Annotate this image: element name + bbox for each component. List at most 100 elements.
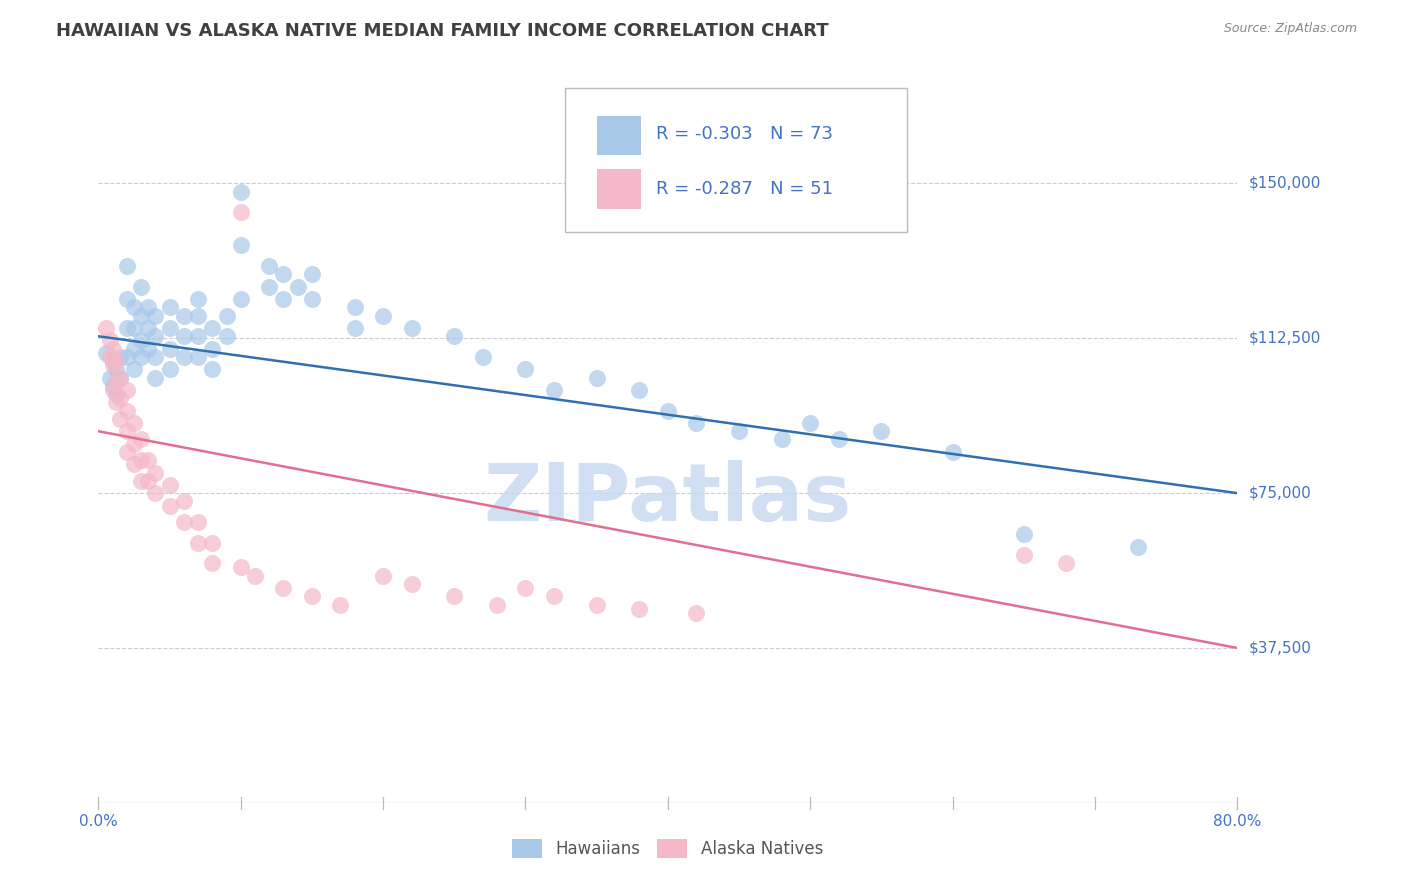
Point xyxy=(201,535,224,549)
FancyBboxPatch shape xyxy=(565,87,907,232)
Point xyxy=(287,279,309,293)
Text: R = -0.287   N = 51: R = -0.287 N = 51 xyxy=(657,180,834,198)
Point xyxy=(159,301,181,315)
Text: $112,500: $112,500 xyxy=(1249,331,1322,346)
Point xyxy=(401,577,423,591)
Point xyxy=(104,362,127,376)
Point xyxy=(373,309,395,323)
Bar xyxy=(598,169,641,209)
Point xyxy=(187,535,209,549)
Point xyxy=(685,416,707,430)
Point xyxy=(129,453,152,467)
Point xyxy=(628,601,651,615)
Point xyxy=(108,370,131,384)
Point xyxy=(136,342,159,356)
Point xyxy=(145,486,167,500)
Point xyxy=(104,395,127,409)
Point xyxy=(443,329,465,343)
Point xyxy=(159,478,181,492)
Point xyxy=(115,321,138,335)
Text: $150,000: $150,000 xyxy=(1249,176,1322,191)
Point xyxy=(301,268,323,282)
Point xyxy=(229,560,252,574)
Point xyxy=(129,350,152,364)
Point xyxy=(273,292,295,306)
Point xyxy=(870,424,893,438)
Point xyxy=(259,259,281,273)
Text: $75,000: $75,000 xyxy=(1249,485,1312,500)
Text: Source: ZipAtlas.com: Source: ZipAtlas.com xyxy=(1223,22,1357,36)
Point xyxy=(173,329,195,343)
Point xyxy=(98,334,121,348)
Point xyxy=(108,412,131,426)
Point xyxy=(122,416,145,430)
Point xyxy=(173,515,195,529)
Point xyxy=(187,292,209,306)
Point xyxy=(1012,548,1035,562)
Point xyxy=(229,238,252,252)
Point xyxy=(201,321,224,335)
Point xyxy=(122,342,145,356)
Point xyxy=(136,474,159,488)
Point xyxy=(108,391,131,405)
Point xyxy=(122,321,145,335)
Point xyxy=(187,515,209,529)
Point xyxy=(343,301,366,315)
Point xyxy=(115,350,138,364)
Point xyxy=(770,433,793,447)
Point xyxy=(543,383,565,397)
Point xyxy=(104,354,127,368)
Point xyxy=(1012,527,1035,541)
Point xyxy=(101,383,124,397)
Point xyxy=(136,301,159,315)
Point xyxy=(329,598,352,612)
Point xyxy=(104,387,127,401)
Point xyxy=(173,494,195,508)
Point xyxy=(187,350,209,364)
Text: HAWAIIAN VS ALASKA NATIVE MEDIAN FAMILY INCOME CORRELATION CHART: HAWAIIAN VS ALASKA NATIVE MEDIAN FAMILY … xyxy=(56,22,830,40)
Point xyxy=(145,309,167,323)
Point xyxy=(486,598,509,612)
Point xyxy=(145,466,167,480)
Point xyxy=(229,185,252,199)
Point xyxy=(187,309,209,323)
Point xyxy=(301,590,323,604)
Point xyxy=(515,581,537,595)
Point xyxy=(94,345,117,359)
Point xyxy=(471,350,494,364)
Point xyxy=(115,403,138,417)
Point xyxy=(145,350,167,364)
Point xyxy=(201,557,224,571)
Point xyxy=(136,321,159,335)
Point xyxy=(129,309,152,323)
Bar xyxy=(598,116,641,155)
Point xyxy=(101,358,124,372)
Point xyxy=(98,350,121,364)
Point xyxy=(129,474,152,488)
Point xyxy=(122,301,145,315)
Point xyxy=(101,379,124,393)
Point xyxy=(685,606,707,620)
Point xyxy=(1126,540,1149,554)
Point xyxy=(101,342,124,356)
Point xyxy=(136,453,159,467)
Point xyxy=(122,436,145,450)
Point xyxy=(159,362,181,376)
Point xyxy=(108,370,131,384)
Point xyxy=(115,445,138,459)
Point xyxy=(373,568,395,582)
Point xyxy=(159,321,181,335)
Point xyxy=(101,354,124,368)
Point xyxy=(273,268,295,282)
Text: R = -0.303   N = 73: R = -0.303 N = 73 xyxy=(657,125,834,143)
Point xyxy=(543,590,565,604)
Point xyxy=(585,370,607,384)
Point xyxy=(301,292,323,306)
Point xyxy=(104,375,127,389)
Point xyxy=(108,350,131,364)
Point xyxy=(115,383,138,397)
Point xyxy=(129,279,152,293)
Point xyxy=(129,433,152,447)
Point xyxy=(243,568,266,582)
Point xyxy=(187,329,209,343)
